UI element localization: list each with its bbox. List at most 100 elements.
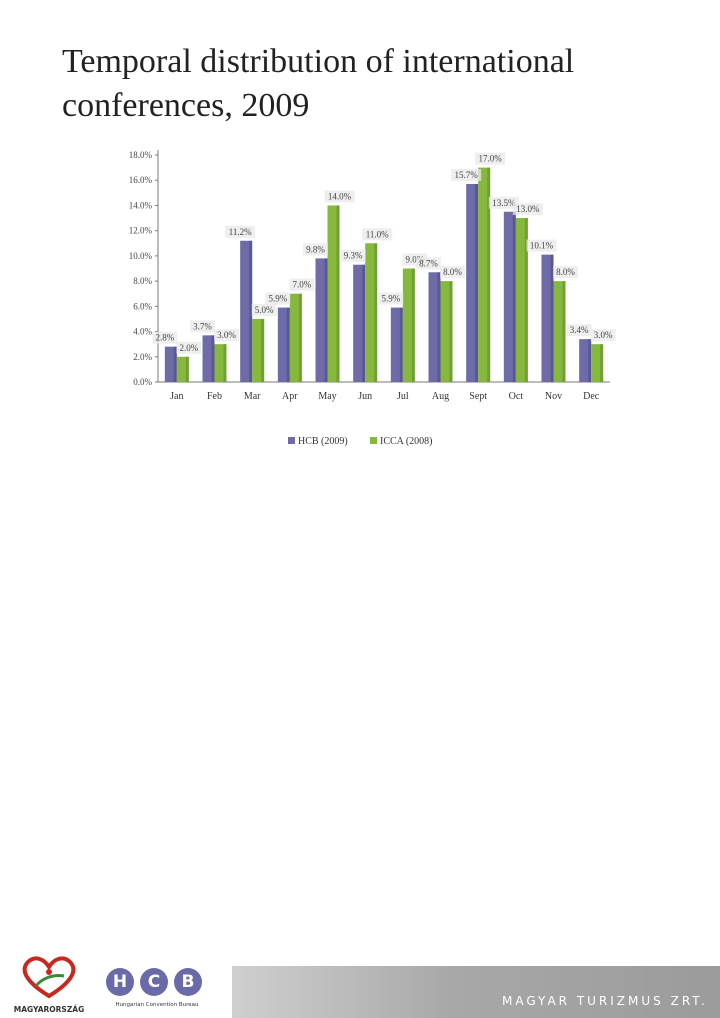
legend-label: HCB (2009) (298, 436, 348, 447)
bar-side-shade (336, 205, 340, 382)
legend-swatch (370, 437, 377, 444)
data-label: 5.0% (255, 305, 274, 315)
data-label-bg (488, 196, 519, 209)
chart: 0.0% 2.0% 4.0% 6.0% 8.0% 10.0% 12.0% 14.0% 16.0%… (129, 150, 616, 447)
heart-ribbon-icon (22, 956, 76, 999)
data-label-bg (475, 152, 506, 165)
bar-side-shade (298, 293, 302, 382)
bar-side-shade (261, 318, 265, 382)
bar-side-shade (185, 356, 189, 382)
data-label-bg (190, 320, 215, 333)
bar-side-shade (249, 240, 253, 382)
x-tick-label: Oct (509, 391, 524, 402)
data-label-bg (340, 249, 366, 262)
data-label-bg (526, 239, 557, 252)
data-label: 11.0% (366, 229, 389, 239)
data-label: 3.4% (570, 325, 589, 335)
data-label: 3.7% (193, 321, 212, 331)
data-label-bg (512, 203, 543, 216)
data-label-bg (553, 266, 578, 279)
data-label: 3.0% (594, 330, 613, 340)
x-tick-label: Aug (432, 391, 449, 402)
bar-side-shade (286, 307, 290, 382)
page-title: Temporal distribution of international c… (62, 43, 575, 124)
footer: MAGYARORSZÁG H C B Hungarian Convention … (0, 478, 720, 1018)
y-tick-label: 12.0% (129, 226, 153, 236)
bar-side-shade (211, 335, 215, 382)
data-label: 15.7% (455, 170, 479, 180)
bar-side-shade (399, 307, 403, 382)
bar-side-shade (437, 272, 441, 382)
bar-side-shade (374, 243, 378, 382)
x-tick-label: Jan (170, 391, 183, 402)
x-tick-label: Feb (207, 391, 222, 402)
magyarorszag-logo: MAGYARORSZÁG (6, 948, 92, 1018)
y-tick-label: 16.0% (129, 175, 153, 185)
hcb-logo-subtext: Hungarian Convention Bureau (115, 1002, 199, 1008)
data-label-bg (416, 257, 441, 270)
data-label-bg (265, 292, 291, 305)
y-tick-label: 0.0% (133, 377, 152, 387)
x-tick-label: Jun (358, 391, 372, 402)
bar-side-shade (223, 344, 227, 382)
data-label: 8.7% (419, 258, 438, 268)
data-label: 8.0% (556, 267, 575, 277)
x-tick-label: Apr (282, 391, 298, 402)
data-label: 9.3% (344, 251, 363, 261)
x-tick-label: Jul (397, 391, 409, 402)
bar-side-shade (524, 218, 528, 382)
data-label: 5.9% (381, 294, 400, 304)
y-tick-label: 18.0% (129, 150, 153, 160)
bar-side-shade (362, 264, 366, 382)
data-label-bg (251, 303, 277, 316)
x-tick-label: Mar (244, 391, 261, 402)
data-label-bg (590, 329, 616, 342)
legend-label: ICCA (2008) (380, 436, 433, 447)
data-label: 14.0% (328, 191, 352, 201)
bar-side-shade (475, 184, 479, 382)
bar-side-shade (600, 344, 604, 382)
magyarorszag-logo-text: MAGYARORSZÁG (13, 1005, 85, 1014)
data-label-bg (378, 292, 404, 305)
y-tick-label: 6.0% (133, 301, 152, 311)
bar-side-shade (487, 167, 491, 382)
data-label: 5.9% (268, 294, 287, 304)
data-label-bg (440, 266, 465, 279)
x-tick-label: Sept (469, 391, 487, 402)
data-label: 13.5% (492, 198, 516, 208)
data-label: 8.0% (443, 267, 462, 277)
data-label-bg (362, 228, 393, 241)
hcb-logo-letter: B (174, 968, 202, 996)
data-label-bg (176, 341, 202, 354)
hcb-logo-letter: C (140, 968, 168, 996)
data-label-bg (214, 329, 239, 342)
banner-text: MAGYAR TURIZMUS ZRT. (502, 994, 708, 1008)
bar-side-shade (173, 346, 177, 382)
data-label: 3.0% (217, 330, 236, 340)
data-label: 10.1% (530, 241, 554, 251)
data-label-bg (152, 331, 178, 344)
y-tick-label: 2.0% (133, 352, 152, 362)
data-label: 2.8% (155, 333, 174, 343)
data-label: 9.8% (306, 244, 325, 254)
data-label: 11.2% (229, 227, 252, 237)
data-label: 17.0% (479, 154, 503, 164)
bar-side-shade (512, 211, 516, 382)
data-label-bg (566, 324, 592, 337)
data-label: 2.0% (179, 343, 198, 353)
bar-side-shade (562, 281, 566, 382)
data-label: 9.0% (405, 255, 424, 265)
bar-side-shade (411, 268, 415, 382)
data-label-bg (289, 278, 315, 291)
y-tick-label: 14.0% (129, 200, 153, 210)
data-label-bg (225, 225, 256, 238)
data-label-bg (303, 243, 328, 256)
bar-side-shade (550, 254, 554, 382)
hcb-logo: H C B Hungarian Convention Bureau (102, 966, 212, 1016)
footer-banner: MAGYAR TURIZMUS ZRT. (232, 966, 720, 1018)
hcb-logo-letter: H (106, 968, 134, 996)
bar-side-shade (449, 281, 453, 382)
y-tick-label: 10.0% (129, 251, 153, 261)
bar-side-shade (324, 258, 328, 382)
legend-swatch (288, 437, 295, 444)
